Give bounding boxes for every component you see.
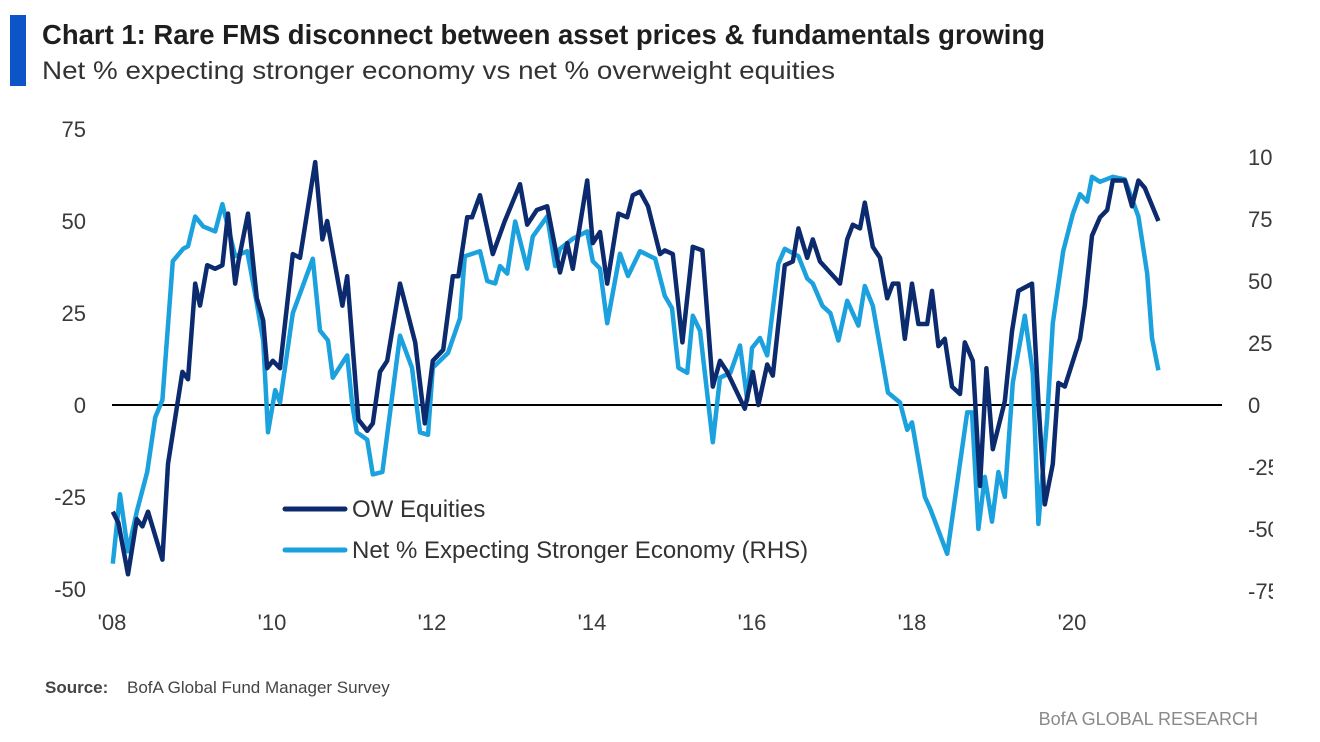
x-tick-label: '14 [578,610,607,635]
right-tick-label: -75 [1248,579,1280,604]
series-line-stronger-economy [110,174,1161,564]
source-label: Source: [45,678,108,697]
brand-footer: BofA GLOBAL RESEARCH [1039,709,1258,729]
right-tick-label: -25 [1248,455,1280,480]
right-tick-label: 0 [1248,393,1260,418]
x-tick-label: '10 [258,610,287,635]
left-tick-label: 75 [62,117,86,142]
x-tick-label: '12 [418,610,447,635]
right-axis: 100 75 50 25 0 -25 -50 -75 [1248,145,1285,604]
x-tick-label: '16 [738,610,767,635]
right-tick-label: 75 [1248,207,1272,232]
right-tick-label: 25 [1248,331,1272,356]
x-tick-label: '08 [98,610,127,635]
x-tick-label: '18 [898,610,927,635]
x-tick-label: '20 [1058,610,1087,635]
left-tick-label: 0 [74,393,86,418]
left-tick-label: -50 [54,577,86,602]
x-axis: '08 '10 '12 '14 '16 '18 '20 [98,610,1087,635]
title-accent-bar [10,15,26,86]
right-tick-label: 100 [1248,145,1285,170]
right-tick-label: -50 [1248,517,1280,542]
right-tick-label: 50 [1248,269,1272,294]
legend-label-ow-equities: OW Equities [352,496,485,523]
series-layer [110,159,1161,577]
series-line-ow-equities [110,159,1161,577]
legend: OW Equities Net % Expecting Stronger Eco… [282,496,808,564]
chart-subtitle: Net % expecting stronger economy vs net … [42,57,835,85]
legend-label-stronger-economy: Net % Expecting Stronger Economy (RHS) [352,537,808,564]
left-tick-label: 50 [62,209,86,234]
chart-title: Chart 1: Rare FMS disconnect between ass… [42,19,1045,50]
left-axis: 75 50 25 0 -25 -50 [54,117,86,602]
left-tick-label: -25 [54,485,86,510]
left-tick-label: 25 [62,301,86,326]
source-text: BofA Global Fund Manager Survey [127,678,390,697]
